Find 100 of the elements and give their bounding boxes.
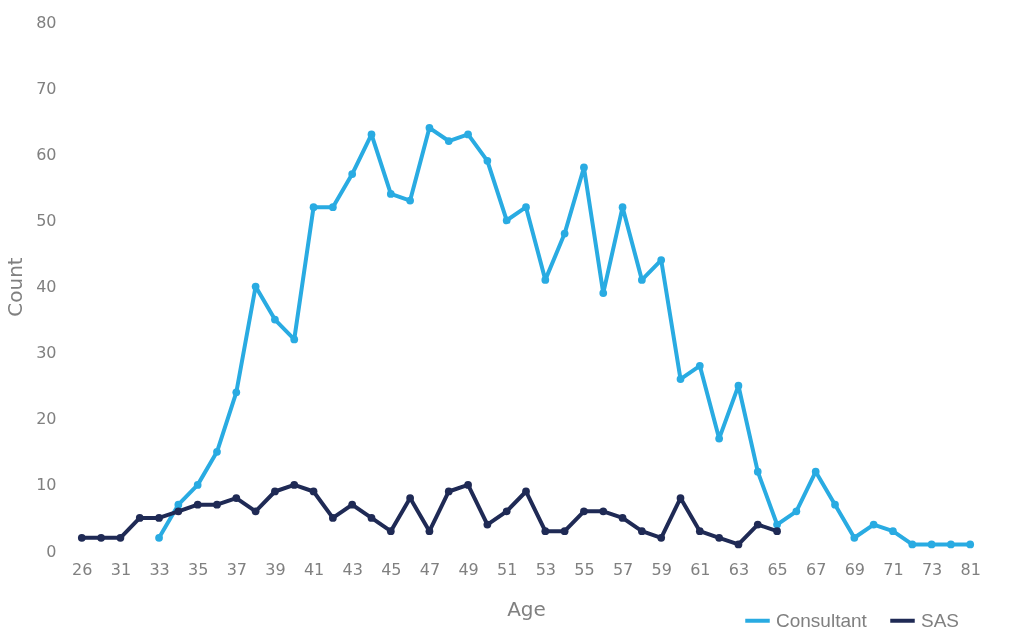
point [792, 507, 801, 516]
y-tick-label: 40 [36, 277, 57, 296]
point [638, 527, 646, 536]
point [580, 163, 588, 172]
point [695, 527, 704, 536]
y-tick-label: 50 [36, 210, 57, 230]
point [831, 500, 839, 509]
point [213, 500, 221, 509]
point [753, 520, 762, 529]
y-tick-label: 10 [36, 475, 57, 495]
point [155, 533, 163, 542]
x-tick-label: 69 [844, 559, 866, 579]
point [580, 507, 588, 516]
point [638, 276, 646, 284]
point [367, 130, 376, 139]
point [715, 434, 724, 443]
x-tick-label: 31 [110, 559, 132, 579]
point [657, 533, 666, 542]
y-tick-label: 20 [36, 409, 57, 429]
point [869, 520, 878, 529]
point [947, 540, 955, 549]
point [734, 381, 743, 390]
point [97, 533, 105, 542]
point [773, 520, 781, 529]
point [908, 540, 917, 549]
point [502, 507, 511, 516]
point [444, 487, 453, 496]
point [328, 203, 337, 212]
x-tick-label: 35 [187, 559, 209, 579]
x-tick-label: 63 [728, 559, 750, 579]
point [541, 276, 550, 284]
point [309, 203, 318, 212]
point [425, 527, 434, 536]
point [406, 494, 414, 502]
point [213, 447, 221, 456]
y-tick-label: 0 [46, 541, 57, 561]
point [522, 203, 530, 212]
point [155, 514, 163, 522]
x-tick-label: 45 [381, 559, 402, 579]
point [560, 527, 569, 536]
point [676, 375, 685, 383]
point [251, 282, 260, 291]
x-tick-label: 33 [149, 559, 170, 579]
point [889, 527, 897, 536]
point [676, 494, 685, 502]
x-tick-label: 67 [806, 559, 827, 579]
x-tick-label: 53 [535, 559, 556, 579]
point [271, 315, 279, 324]
point [522, 487, 530, 496]
point [386, 527, 395, 536]
x-tick-label: 37 [226, 559, 247, 579]
point [618, 203, 627, 212]
x-tick-label: 55 [574, 559, 595, 579]
point [444, 137, 453, 145]
point [618, 514, 627, 522]
point [927, 540, 936, 549]
point [328, 514, 337, 522]
x-tick-label: 59 [651, 559, 672, 579]
point [966, 540, 975, 549]
point [464, 130, 472, 139]
point [135, 514, 144, 522]
x-tick-label: 41 [303, 559, 325, 579]
point [734, 540, 743, 549]
x-tick-label: 73 [921, 559, 943, 579]
point [309, 487, 318, 496]
point [599, 507, 608, 516]
point [116, 533, 125, 542]
x-tick-label: 61 [690, 559, 711, 579]
point [367, 514, 376, 522]
point [811, 467, 820, 476]
point [193, 481, 202, 489]
y-tick-label: 70 [36, 78, 57, 98]
point [271, 487, 279, 496]
y-axis-title: Count [3, 257, 28, 317]
point [193, 500, 202, 509]
y-tick-label: 60 [36, 144, 57, 164]
x-tick-label: 51 [497, 559, 518, 579]
x-tick-label: 26 [72, 559, 93, 579]
y-tick-label: 80 [36, 12, 57, 32]
point [425, 123, 434, 132]
legend-label: Consultant [776, 609, 868, 631]
x-tick-label: 47 [419, 559, 441, 579]
x-tick-label: 43 [342, 559, 363, 579]
point [406, 196, 414, 205]
x-tick-label: 65 [767, 559, 788, 579]
point [77, 533, 86, 542]
point [174, 507, 183, 516]
point [290, 335, 299, 344]
point [386, 190, 395, 198]
point [290, 481, 299, 489]
x-tick-label: 71 [883, 559, 904, 579]
point [483, 520, 492, 529]
x-tick-label: 49 [458, 559, 479, 579]
y-tick-label: 30 [36, 343, 57, 363]
point [348, 500, 357, 509]
point [560, 229, 569, 238]
point [657, 256, 666, 264]
legend-label: SAS [921, 609, 960, 631]
point [251, 507, 260, 516]
point [773, 527, 781, 536]
